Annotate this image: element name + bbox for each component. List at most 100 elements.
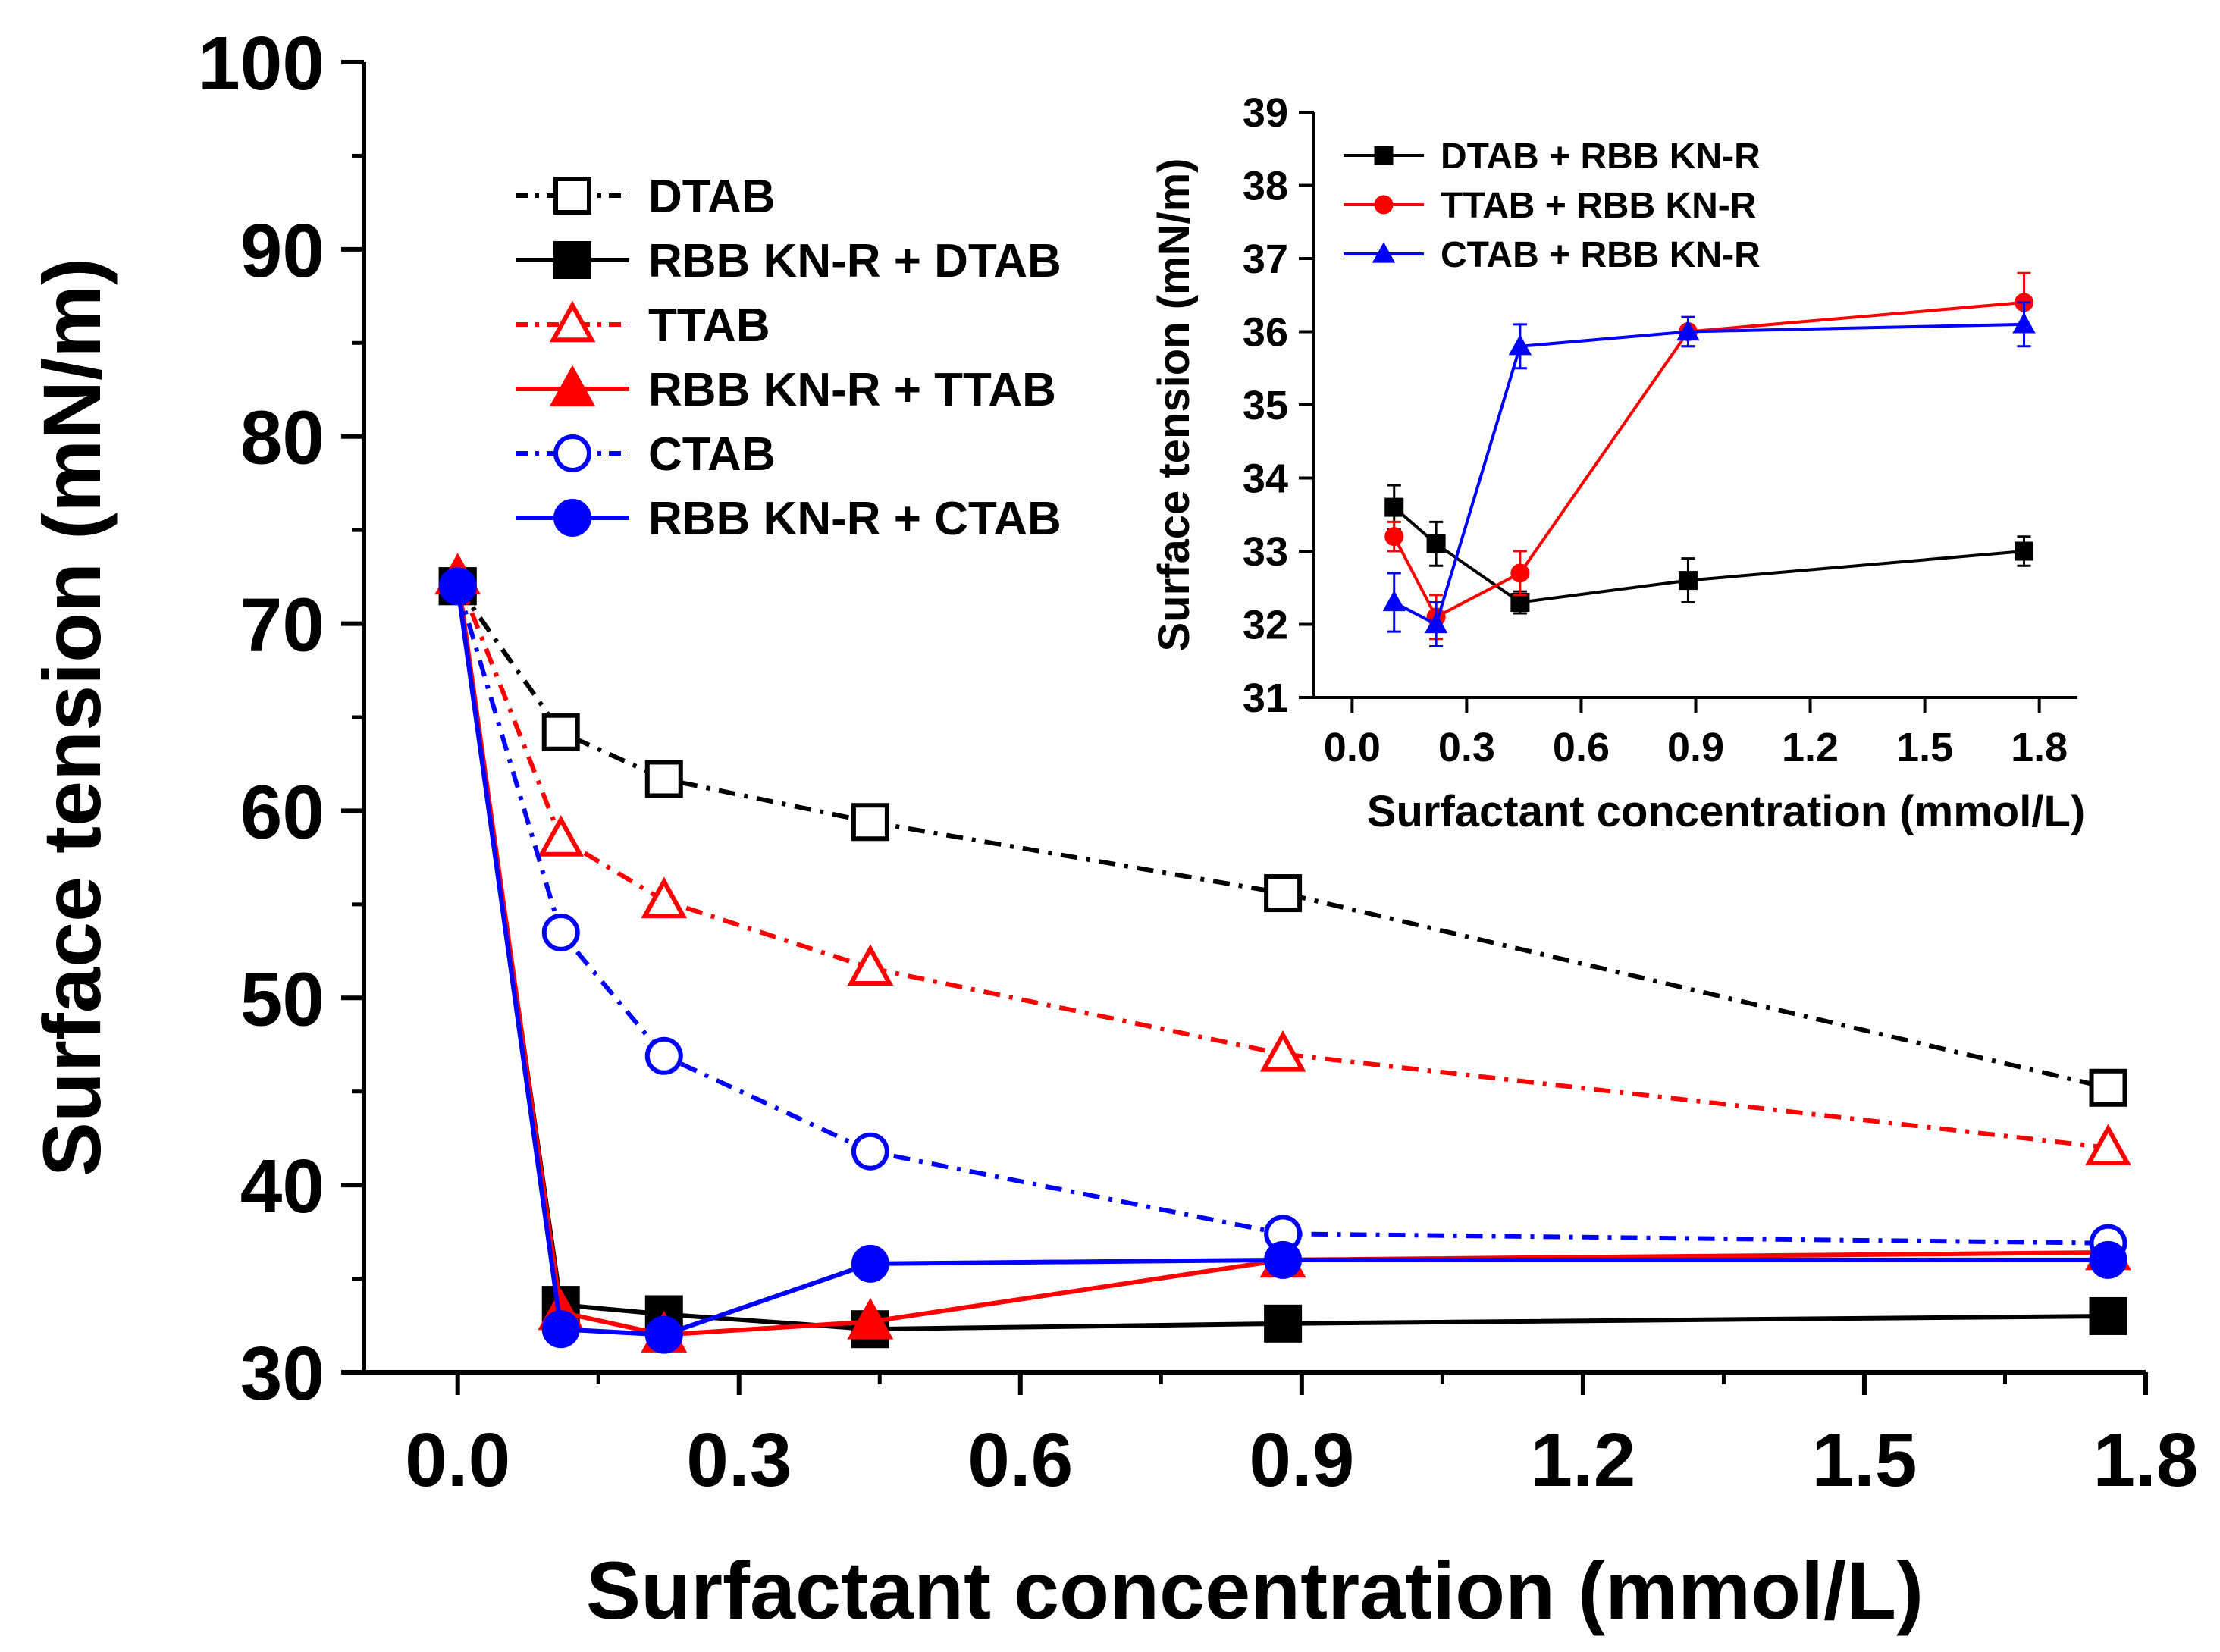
data-point (644, 1315, 683, 1354)
inset-x-tick-label: 0.6 (1553, 725, 1610, 770)
data-point (1264, 1304, 1303, 1343)
main-chart: 0.0 0.3 0.6 0.9 1.2 1.5 1.8 30 40 50 60 70 80 90 100 S… (26, 21, 2199, 1636)
series-line (455, 585, 2109, 1337)
inset-legend-item-ctab-rbb-kn-r: CTAB + RBB KN-R (1344, 235, 1761, 275)
main-y-tick-label: 100 (198, 21, 325, 106)
data-point (851, 1132, 889, 1171)
data-point (1264, 874, 1303, 913)
data-point (541, 713, 580, 751)
inset-data-point (1510, 563, 1530, 583)
legend-label: DTAB (648, 171, 776, 223)
main-x-tick-label: 1.2 (1530, 1418, 1635, 1503)
inset-x-tick-label: 0.3 (1438, 725, 1495, 770)
legend-marker (549, 365, 596, 407)
data-point (541, 913, 580, 951)
inset-data-point (1510, 593, 1530, 613)
inset-legend-item-ttab-rbb-kn-r: TTAB + RBB KN-R (1344, 186, 1756, 226)
main-x-axis-label: Surfactant concentration (mmol/L) (586, 1544, 1924, 1636)
main-y-tick-label: 30 (240, 1331, 325, 1416)
data-point (538, 814, 585, 857)
main-y-tick-label: 80 (240, 396, 325, 481)
data-point (541, 1310, 580, 1349)
data-point (1264, 1240, 1303, 1279)
inset-data-point (1678, 571, 1698, 591)
inset-legend: DTAB + RBB KN-R TTAB + RBB KN-R CTAB + RBB… (1344, 136, 1761, 275)
series-line (455, 575, 2109, 1150)
inset-data-point (1508, 334, 1532, 356)
series-dtab (438, 567, 2128, 1107)
main-x-tick-label: 1.5 (1811, 1418, 1917, 1503)
legend-item-rbb-kn-r-ctab: RBB KN-R + CTAB (516, 493, 1061, 545)
main-x-tick-label: 0.0 (405, 1418, 510, 1503)
inset-y-tick-label: 37 (1243, 237, 1288, 282)
data-point (2089, 1068, 2128, 1107)
inset-data-point (1382, 590, 1406, 612)
legend-label: RBB KN-R + CTAB (648, 493, 1061, 545)
inset-y-tick-label: 39 (1243, 90, 1288, 136)
inset-x-tick-label: 1.8 (2011, 725, 2068, 770)
data-point (1259, 1030, 1306, 1072)
legend-item-rbb-kn-r-dtab: RBB KN-R + DTAB (516, 235, 1061, 287)
main-x-tick-label: 0.6 (967, 1418, 1073, 1503)
inset-x-tick-label: 0.9 (1667, 725, 1724, 770)
data-point (851, 803, 889, 842)
legend-marker (553, 499, 591, 537)
series-line (456, 585, 2109, 1090)
inset-y-axis-label: Surface tension (mN/m) (1149, 158, 1199, 652)
series-rbb-kn-r-ctab (438, 567, 2128, 1354)
main-series (434, 553, 2131, 1354)
inset-y-tick-label: 32 (1243, 603, 1288, 648)
inset-data-point (1426, 534, 1446, 553)
legend-label: TTAB (648, 299, 770, 352)
inset-legend-marker (1374, 195, 1394, 215)
inset-y-tick-label: 31 (1243, 676, 1288, 721)
data-point (851, 1244, 889, 1283)
data-point (641, 876, 688, 919)
legend-item-ttab: TTAB (516, 299, 770, 352)
inset-data-point (1384, 527, 1404, 547)
main-legend: DTAB RBB KN-R + DTAB TTAB RBB KN-R + TTAB CT… (516, 171, 1061, 545)
inset-legend-item-dtab-rbb-kn-r: DTAB + RBB KN-R (1344, 136, 1761, 177)
main-x-tick-label: 0.3 (686, 1418, 792, 1503)
data-point (644, 760, 683, 798)
inset-x-tick-label: 0.0 (1324, 725, 1381, 770)
main-y-tick-label: 40 (240, 1144, 325, 1229)
inset-data-point (2012, 312, 2036, 334)
inset-x-tick-label: 1.2 (1782, 725, 1839, 770)
main-x-tick-label: 1.8 (2093, 1418, 2198, 1503)
legend-label: RBB KN-R + DTAB (648, 235, 1061, 287)
data-point (847, 944, 894, 986)
legend-item-dtab: DTAB (516, 171, 776, 223)
inset-chart: 0.0 0.3 0.6 0.9 1.2 1.5 1.8313233343536373839 … (1149, 90, 2085, 836)
inset-legend-marker (1372, 242, 1396, 263)
legend-marker (549, 300, 596, 343)
inset-x-tick-label: 1.5 (1896, 725, 1953, 770)
legend-item-ctab: CTAB (516, 428, 776, 481)
data-point (847, 1297, 894, 1340)
inset-legend-label: TTAB + RBB KN-R (1441, 186, 1756, 226)
data-point (438, 567, 477, 606)
inset-y-tick-label: 33 (1243, 529, 1288, 575)
main-y-axis-label: Surface tension (mN/m) (26, 258, 118, 1177)
data-point (2085, 1124, 2131, 1166)
data-point (2089, 1296, 2128, 1335)
main-y-tick-label: 50 (240, 957, 325, 1042)
legend-marker (553, 434, 591, 472)
main-ticks: 0.0 0.3 0.6 0.9 1.2 1.5 1.8 30 40 50 60 70 80 90 100 (198, 21, 2198, 1503)
inset-x-axis-label: Surfactant concentration (mmol/L) (1367, 787, 2085, 836)
legend-label: CTAB (648, 428, 776, 481)
inset-series (1382, 271, 2036, 647)
inset-legend-marker (1374, 146, 1394, 165)
inset-data-point (1424, 612, 1448, 634)
inset-data-point (1676, 319, 1700, 341)
legend-label: RBB KN-R + TTAB (648, 364, 1056, 416)
inset-y-tick-label: 35 (1243, 383, 1288, 428)
inset-ticks: 0.0 0.3 0.6 0.9 1.2 1.5 1.8 31 32 33 34 35 36 37 38 39 (1243, 90, 2068, 770)
main-y-tick-label: 60 (240, 770, 325, 854)
data-point (2089, 1240, 2128, 1279)
legend-item-rbb-kn-r-ttab: RBB KN-R + TTAB (516, 364, 1056, 416)
inset-y-tick-label: 38 (1243, 164, 1288, 209)
inset-y-tick-label: 34 (1243, 456, 1288, 502)
